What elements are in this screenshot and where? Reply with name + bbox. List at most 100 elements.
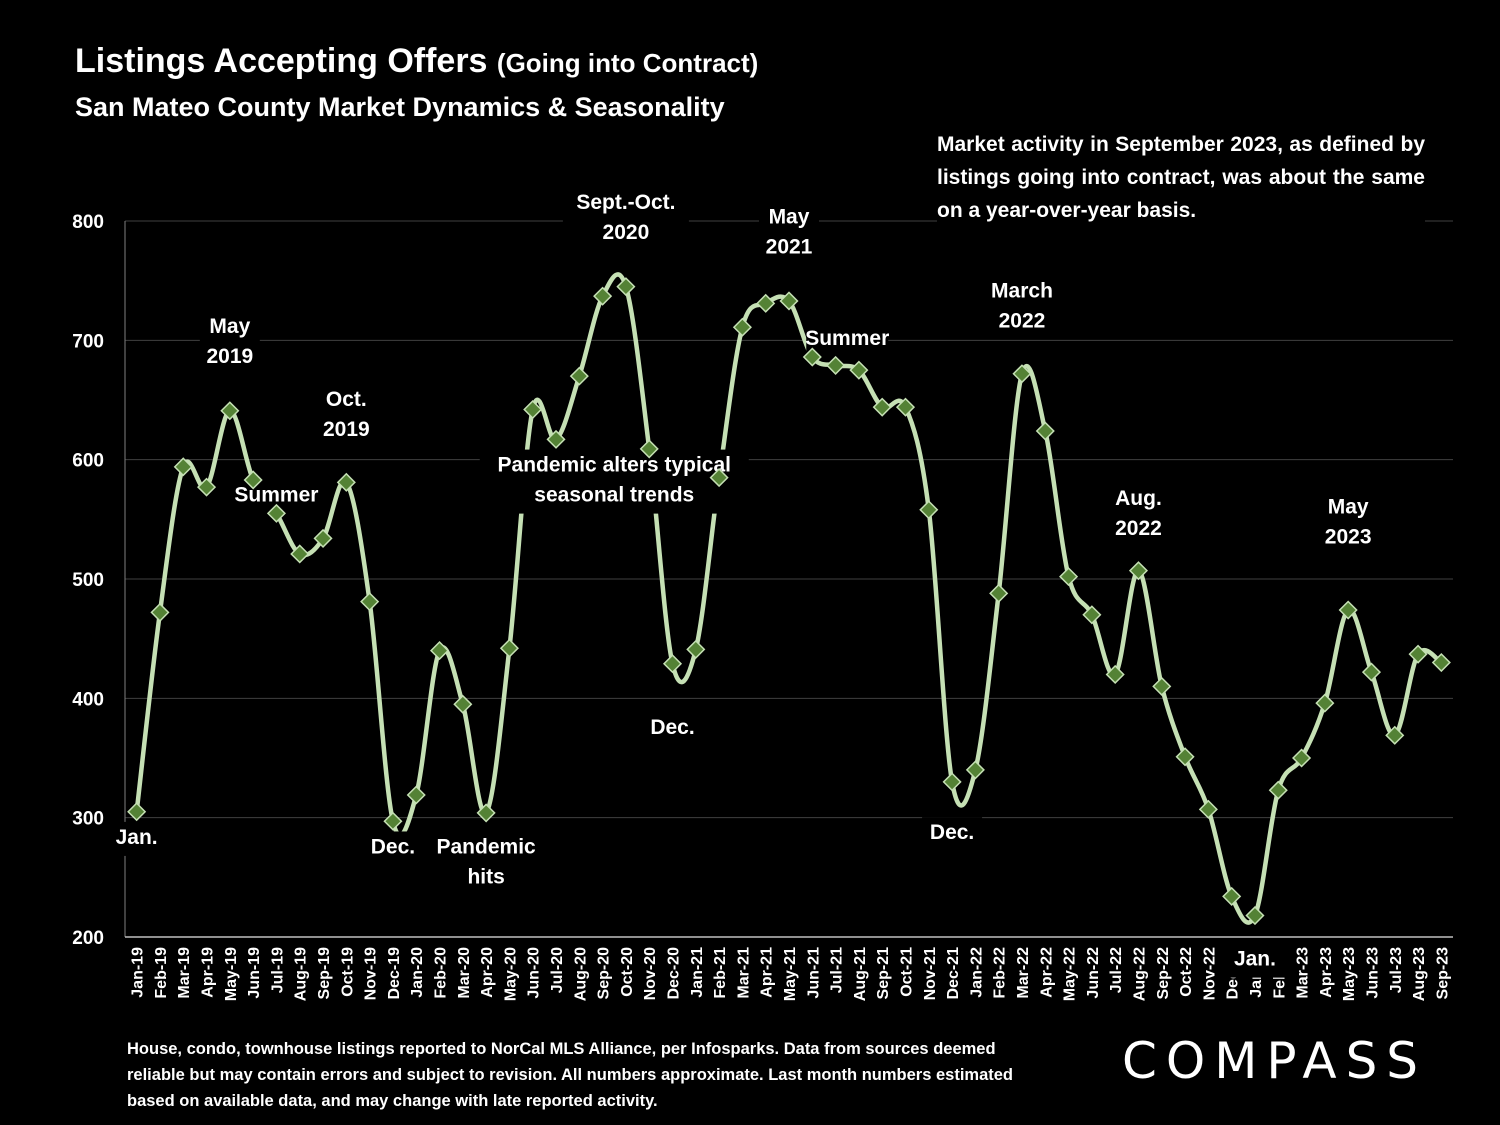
data-point-marker <box>895 397 916 417</box>
data-point-marker <box>1245 905 1265 926</box>
x-tick-label: Sep-23 <box>1434 947 1451 1000</box>
data-point-marker <box>290 544 310 564</box>
y-tick-label: 300 <box>72 809 104 830</box>
annotation-text: 2019 <box>206 345 253 368</box>
x-tick-label: Nov-22 <box>1201 947 1218 1000</box>
data-point-marker <box>872 397 892 417</box>
annotation-label: Jan. <box>1224 943 1285 978</box>
x-tick-label: Oct-19 <box>339 947 356 997</box>
x-tick-label: Feb-19 <box>153 947 170 999</box>
x-tick-label: Jun-19 <box>246 947 263 999</box>
annotation-background <box>922 817 983 852</box>
x-tick-label: May-19 <box>223 947 240 1001</box>
data-point-marker <box>1338 600 1358 620</box>
annotation-text: Jan. <box>1234 948 1276 971</box>
annotation-text: Jan. <box>116 826 158 849</box>
data-point-marker <box>1431 652 1451 673</box>
annotation-text: Dec. <box>371 835 415 858</box>
annotation-label: Dec. <box>922 817 983 852</box>
data-point-marker <box>243 470 263 490</box>
x-tick-label: Jan-20 <box>409 947 426 998</box>
data-point-marker <box>779 291 799 311</box>
data-point-marker <box>1128 561 1149 581</box>
data-point-marker <box>546 429 566 449</box>
annotation-text: Oct. <box>326 388 367 411</box>
series-line <box>134 272 1443 925</box>
x-tick-label: Nov-20 <box>642 947 659 1000</box>
x-tick-label: Oct-21 <box>898 947 915 997</box>
annotation-text: 2019 <box>323 418 370 441</box>
annotation-background <box>316 383 377 448</box>
data-point-marker <box>173 457 193 477</box>
annotation-background <box>434 831 539 896</box>
annotation-text: Summer <box>805 327 889 350</box>
annotation-background <box>806 323 889 358</box>
annotation-label: May 2019 <box>199 311 260 376</box>
x-tick-label: Jan-21 <box>689 947 706 998</box>
x-tick-label: Jun-21 <box>805 947 822 999</box>
x-tick-label: Mar-19 <box>176 947 193 999</box>
data-point-marker <box>593 286 613 306</box>
x-tick-label: Sep-22 <box>1155 947 1172 1000</box>
x-tick-label: Oct-20 <box>619 947 636 997</box>
annotation-background <box>479 449 749 514</box>
y-tick-label: 800 <box>72 212 104 233</box>
annotation-background <box>642 712 703 747</box>
annotation-label: Jan. <box>106 821 167 856</box>
annotation-label: May 2023 <box>1318 491 1379 556</box>
x-tick-label: Sep-19 <box>316 947 333 1000</box>
annotation-label: May 2021 <box>759 201 819 266</box>
data-point-marker <box>662 654 683 674</box>
x-tick-label: Jul-19 <box>269 947 286 993</box>
chart-subtitle: San Mateo County Market Dynamics & Seaso… <box>75 92 725 122</box>
data-point-marker <box>686 639 706 659</box>
annotation-text: Dec. <box>650 716 694 739</box>
data-point-marker <box>1152 676 1172 696</box>
x-tick-label: Jun-23 <box>1364 947 1381 999</box>
annotation-text: Dec. <box>930 821 974 844</box>
data-point-marker <box>406 785 426 805</box>
data-point-marker <box>429 641 450 661</box>
data-point-marker <box>1035 421 1055 441</box>
annotation-text: 2022 <box>999 309 1046 332</box>
data-point-marker <box>523 400 543 420</box>
data-point-marker <box>476 803 496 823</box>
x-tick-label: Nov-19 <box>363 947 380 1000</box>
x-tick-label: Sep-21 <box>875 947 892 1000</box>
data-point-marker <box>1408 644 1428 664</box>
data-point-marker <box>919 500 939 520</box>
data-point-marker <box>826 355 846 375</box>
data-point-marker <box>150 602 170 622</box>
data-point-marker <box>127 802 147 822</box>
compass-logo: COMPASS <box>1122 1032 1428 1090</box>
x-tick-label: May-23 <box>1341 947 1358 1001</box>
y-tick-label: 400 <box>72 689 104 710</box>
x-tick-label: Dec-21 <box>945 947 962 1000</box>
x-tick-label: Aug-23 <box>1411 947 1428 1001</box>
x-tick-label: May-22 <box>1062 947 1079 1001</box>
x-tick-label: May-21 <box>782 947 799 1001</box>
source-footnote: House, condo, townhouse listings reporte… <box>127 1040 1014 1110</box>
data-point-marker <box>383 811 403 831</box>
data-point-marker <box>360 592 380 612</box>
data-point-marker <box>709 468 729 488</box>
x-tick-label: Jan-22 <box>968 947 985 998</box>
annotation-text: seasonal trends <box>534 484 694 507</box>
data-point-marker <box>1222 886 1242 906</box>
annotation-background <box>199 311 260 376</box>
annotation-text: March <box>991 279 1053 302</box>
x-tick-label: Jul-20 <box>549 947 566 993</box>
annotation-text: Aug. <box>1115 487 1162 510</box>
data-point-marker <box>639 439 659 459</box>
x-tick-label: Apr-21 <box>759 947 776 998</box>
y-tick-label: 200 <box>72 928 104 949</box>
annotation-text: Summer <box>234 483 318 506</box>
x-tick-label: Oct-22 <box>1178 947 1195 997</box>
annotation-text: hits <box>467 865 504 888</box>
x-tick-label: Mar-23 <box>1295 947 1312 999</box>
data-point-marker <box>266 503 286 523</box>
annotation-label: Pandemic alters typical seasonal trends <box>479 449 749 514</box>
data-point-marker <box>1012 364 1032 384</box>
data-point-marker <box>1198 799 1218 819</box>
